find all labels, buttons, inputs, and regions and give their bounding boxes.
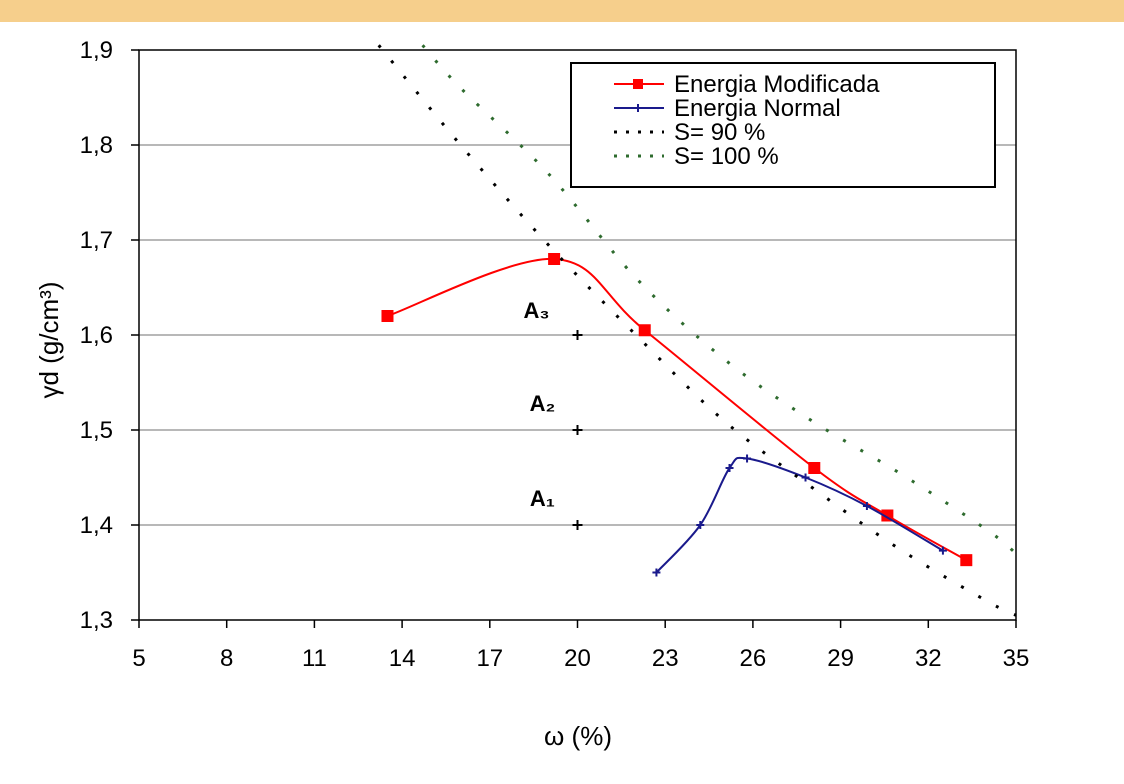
annotation-point xyxy=(572,330,583,340)
annotation-label: A₂ xyxy=(530,391,556,416)
y-tick-label: 1,5 xyxy=(80,417,113,444)
annotation-label: A₁ xyxy=(530,486,555,511)
data-point xyxy=(801,473,810,482)
x-tick-label: 8 xyxy=(220,645,233,672)
series-line xyxy=(387,257,967,562)
y-tick-label: 1,9 xyxy=(80,37,113,64)
x-tick-label: 26 xyxy=(740,645,767,672)
x-tick-label: 14 xyxy=(389,645,416,672)
top-banner xyxy=(0,0,1124,22)
data-point xyxy=(652,568,661,577)
data-point xyxy=(938,546,947,555)
y-axis-ticks: 1,3 1,4 1,5 1,6 1,7 1,8 1,9 xyxy=(80,37,139,634)
x-tick-label: 11 xyxy=(302,645,327,672)
legend-item: S= 90 % xyxy=(614,119,765,146)
data-point xyxy=(638,324,651,337)
annotation-point xyxy=(572,425,583,435)
legend-marker xyxy=(634,104,642,112)
y-tick-label: 1,6 xyxy=(80,322,113,349)
legend-label: S= 100 % xyxy=(674,143,779,170)
data-point xyxy=(381,310,394,322)
x-tick-label: 5 xyxy=(132,645,145,672)
y-tick-label: 1,3 xyxy=(80,607,113,634)
x-tick-label: 20 xyxy=(564,645,591,672)
x-tick-label: 29 xyxy=(827,645,854,672)
series-0 xyxy=(381,253,973,567)
x-tick-label: 32 xyxy=(915,645,942,672)
y-tick-label: 1,7 xyxy=(80,227,113,254)
data-point xyxy=(725,464,734,472)
series-lines xyxy=(377,44,1017,617)
series-line xyxy=(655,456,944,574)
legend-marker xyxy=(633,79,643,89)
legend-label: Energia Modificada xyxy=(674,71,880,98)
legend-item: S= 100 % xyxy=(614,143,779,170)
x-tick-label: 35 xyxy=(1003,645,1030,672)
x-tick-label: 23 xyxy=(652,645,679,672)
x-axis-label: ω (%) xyxy=(544,721,612,751)
data-point xyxy=(862,502,871,510)
data-point xyxy=(808,462,821,474)
data-point xyxy=(548,253,561,265)
data-point xyxy=(696,521,705,529)
y-tick-label: 1,8 xyxy=(80,132,113,159)
legend-item: Energia Modificada xyxy=(614,71,880,98)
data-point xyxy=(743,454,752,463)
series-1 xyxy=(652,454,947,577)
annotation-label: A₃ xyxy=(524,298,550,323)
x-tick-label: 17 xyxy=(476,645,503,672)
legend-label: Energia Normal xyxy=(674,95,841,122)
legend-label: S= 90 % xyxy=(674,119,765,146)
annotations: A₃ A₂ A₁ xyxy=(524,298,583,530)
annotation-point xyxy=(572,520,583,530)
y-tick-label: 1,4 xyxy=(80,512,113,539)
legend-item: Energia Normal xyxy=(614,95,841,122)
y-axis-label: γd (g/cm³) xyxy=(34,282,64,399)
x-axis-ticks: 5 8 11 14 17 20 23 26 29 32 35 xyxy=(132,620,1029,672)
data-point xyxy=(960,554,973,567)
